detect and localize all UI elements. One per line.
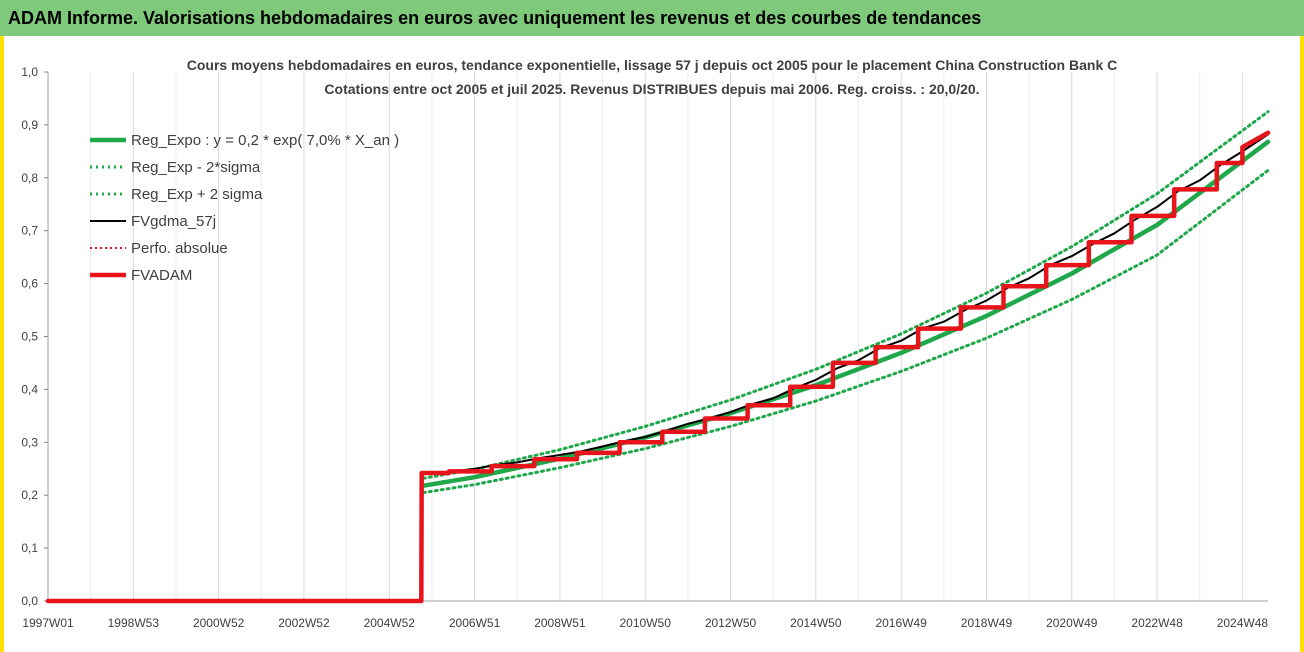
- x-tick-label: 2002W52: [278, 616, 330, 630]
- series-line-5: [45, 130, 1271, 604]
- x-tick-label: 2022W48: [1131, 616, 1183, 630]
- x-tick-label: 2014W50: [790, 616, 842, 630]
- y-tick-label: 0,5: [21, 330, 38, 344]
- legend-label: Reg_Exp + 2 sigma: [131, 186, 263, 203]
- chart-svg: 1997W01 1998W53 2000W52 2002W52 2004W52 2006W…: [21, 57, 1271, 630]
- y-tick-label: 0,7: [21, 224, 38, 238]
- grid-layer: [47, 72, 1243, 601]
- x-tick-label: 2016W49: [875, 616, 927, 630]
- series-line-3: [47, 133, 1269, 602]
- axis-layer: 1997W01 1998W53 2000W52 2002W52 2004W52 2006W…: [21, 65, 1268, 630]
- x-tick-label: 2018W49: [961, 616, 1013, 630]
- y-tick-label: 0,4: [21, 382, 38, 396]
- y-tick-label: 0,1: [21, 541, 38, 555]
- chart-title-line1: Cours moyens hebdomadaires en euros, ten…: [187, 57, 1117, 73]
- x-tick-label: 2000W52: [193, 616, 245, 630]
- legend: Reg_Expo : y = 0,2 * exp( 7,0% * X_an ) R…: [90, 132, 399, 284]
- y-tick-label: 0,6: [21, 277, 38, 291]
- series-line-1: [421, 168, 1270, 495]
- legend-label: Reg_Exp - 2*sigma: [131, 159, 261, 176]
- x-tick-label: 2008W51: [534, 616, 586, 630]
- x-tick-label: 1998W53: [108, 616, 160, 630]
- legend-label: Perfo. absolue: [131, 240, 228, 257]
- series-layer: [45, 110, 1271, 604]
- y-tick-label: 0,8: [21, 171, 38, 185]
- x-tick-label: 2006W51: [449, 616, 501, 630]
- x-tick-label: 2024W48: [1217, 616, 1269, 630]
- series-line-0: [421, 139, 1271, 488]
- legend-label: Reg_Expo : y = 0,2 * exp( 7,0% * X_an ): [131, 132, 399, 149]
- page-title: ADAM Informe. Valorisations hebdomadaire…: [8, 8, 982, 28]
- series-line-2: [421, 110, 1270, 480]
- x-tick-label: 1997W01: [22, 616, 74, 630]
- right-edge-marker: [1288, 36, 1304, 652]
- y-tick-label: 0,3: [21, 435, 38, 449]
- x-tick-label: 2010W50: [620, 616, 672, 630]
- title-bar: ADAM Informe. Valorisations hebdomadaire…: [0, 0, 1304, 36]
- x-tick-label: 2012W50: [705, 616, 757, 630]
- x-tick-label: 2020W49: [1046, 616, 1098, 630]
- y-tick-label: 0,9: [21, 118, 38, 132]
- chart-title-line2: Cotations entre oct 2005 et juil 2025. R…: [324, 81, 979, 97]
- y-tick-label: 0,0: [21, 594, 38, 608]
- legend-label: FVADAM: [131, 267, 192, 284]
- chart-area: 1997W01 1998W53 2000W52 2002W52 2004W52 2006W…: [0, 36, 1304, 652]
- y-tick-label: 0,2: [21, 488, 38, 502]
- legend-label: FVgdma_57j: [131, 213, 216, 230]
- left-edge-marker: [0, 36, 16, 652]
- y-tick-label: 1,0: [21, 65, 38, 79]
- x-tick-label: 2004W52: [364, 616, 416, 630]
